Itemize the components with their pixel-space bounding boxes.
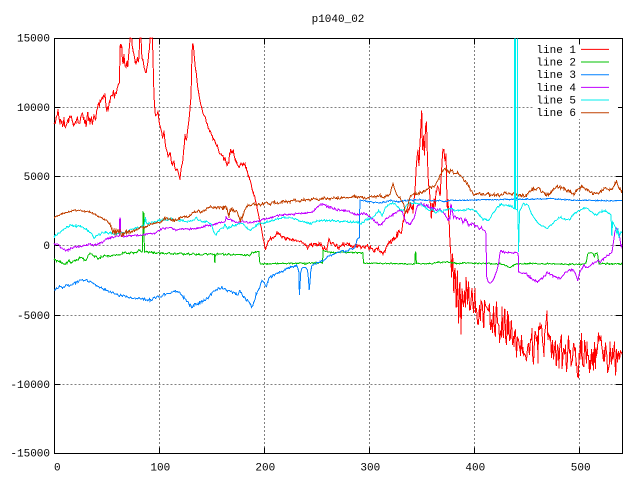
svg-text:500: 500: [571, 463, 591, 475]
svg-text:100: 100: [150, 463, 170, 475]
svg-text:5000: 5000: [24, 172, 50, 184]
svg-text:line 6: line 6: [536, 108, 576, 120]
svg-text:line 1: line 1: [536, 45, 576, 57]
svg-text:-5000: -5000: [17, 311, 50, 323]
svg-text:10000: 10000: [17, 103, 50, 115]
svg-text:200: 200: [255, 463, 275, 475]
svg-text:15000: 15000: [17, 34, 50, 46]
svg-text:300: 300: [360, 463, 380, 475]
svg-text:p1040_02: p1040_02: [312, 14, 365, 26]
svg-text:-10000: -10000: [10, 380, 50, 392]
svg-text:-15000: -15000: [10, 449, 50, 461]
svg-text:line 5: line 5: [536, 96, 576, 108]
svg-text:0: 0: [54, 463, 61, 475]
svg-text:400: 400: [465, 463, 485, 475]
svg-text:0: 0: [43, 241, 50, 253]
svg-text:line 2: line 2: [536, 58, 576, 70]
svg-text:line 4: line 4: [536, 83, 576, 95]
svg-text:line 3: line 3: [536, 70, 576, 82]
